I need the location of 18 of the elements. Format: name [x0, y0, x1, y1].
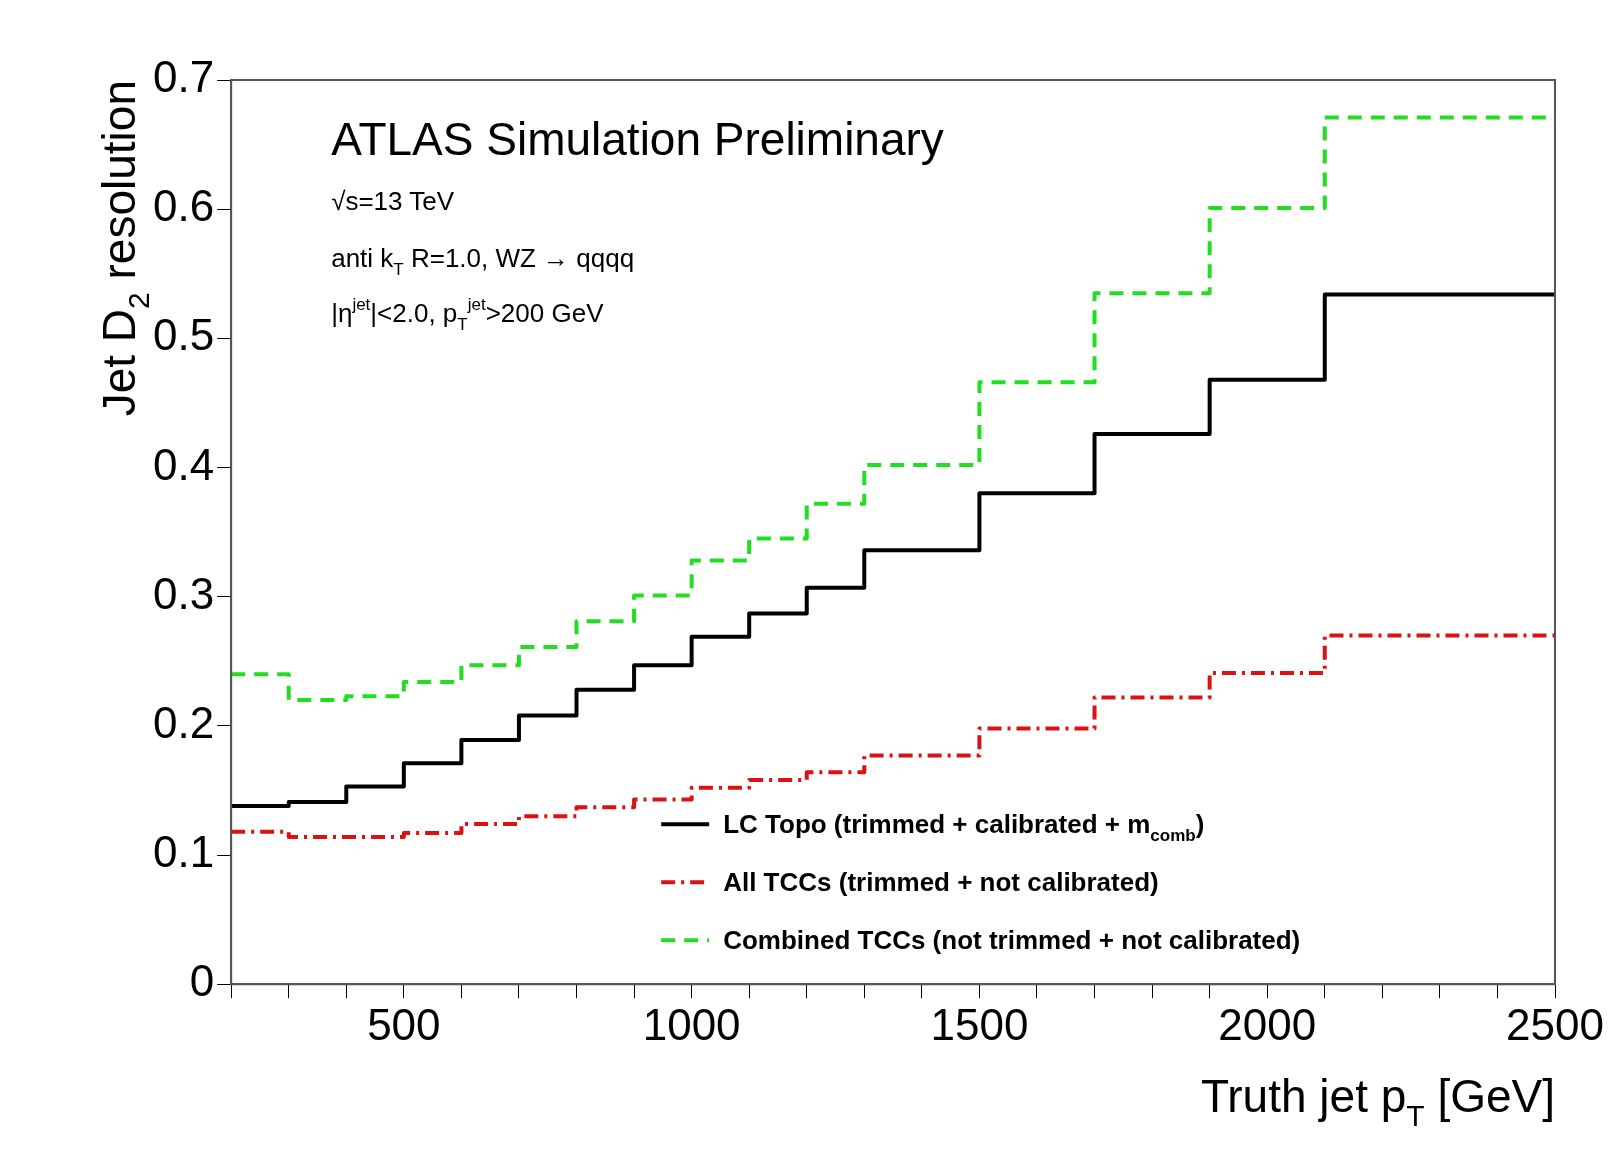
- x-tick-label: 2500: [1506, 999, 1604, 1049]
- y-axis-title: Jet D2 resolution: [93, 80, 155, 417]
- y-tick-label: 0.3: [152, 568, 215, 618]
- y-tick-label: 0.6: [152, 181, 215, 231]
- y-tick-label: 0.2: [152, 698, 215, 747]
- x-tick-label: 1000: [642, 999, 741, 1049]
- y-tick-label: 0: [189, 956, 215, 1006]
- y-tick-label: 0.5: [152, 310, 215, 360]
- x-tick-label: 1500: [930, 999, 1029, 1049]
- x-tick-label: 500: [367, 999, 441, 1049]
- y-tick-label: 0.7: [152, 52, 215, 102]
- y-tick-label: 0.1: [152, 827, 215, 877]
- x-tick-label: 2000: [1218, 999, 1317, 1049]
- annotation: √s=13 TeV: [331, 186, 455, 216]
- legend-label: All TCCs (trimmed + not calibrated): [723, 867, 1159, 898]
- legend-label: Combined TCCs (not trimmed + not calibrated): [723, 925, 1301, 956]
- annotation: ATLAS Simulation Preliminary: [331, 113, 944, 165]
- y-tick-label: 0.4: [152, 439, 215, 489]
